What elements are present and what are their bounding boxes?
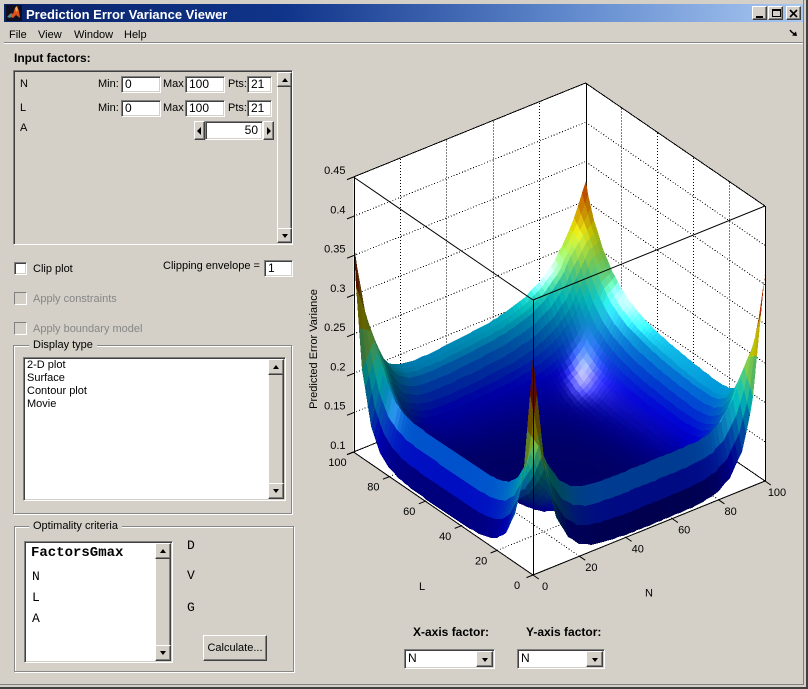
svg-text:L: L (419, 581, 425, 593)
svg-text:40: 40 (632, 543, 644, 555)
svg-text:100: 100 (768, 487, 786, 499)
svg-text:0.45: 0.45 (324, 165, 345, 177)
svg-text:0.1: 0.1 (330, 440, 345, 452)
svg-text:Predicted Error Variance: Predicted Error Variance (308, 289, 320, 409)
svg-text:80: 80 (367, 482, 379, 494)
svg-text:80: 80 (724, 506, 736, 518)
svg-text:100: 100 (328, 457, 346, 469)
svg-text:0.4: 0.4 (330, 204, 345, 216)
svg-text:0.3: 0.3 (330, 283, 345, 295)
svg-text:0.25: 0.25 (324, 322, 345, 334)
svg-text:0.35: 0.35 (324, 244, 345, 256)
svg-text:60: 60 (678, 525, 690, 537)
svg-text:20: 20 (585, 562, 597, 574)
svg-text:60: 60 (403, 506, 415, 518)
svg-text:0: 0 (542, 581, 548, 593)
svg-text:20: 20 (475, 555, 487, 567)
svg-text:N: N (645, 588, 653, 600)
svg-text:0.2: 0.2 (330, 361, 345, 373)
svg-text:0.15: 0.15 (324, 401, 345, 413)
svg-text:40: 40 (439, 531, 451, 543)
svg-text:0: 0 (514, 580, 520, 592)
